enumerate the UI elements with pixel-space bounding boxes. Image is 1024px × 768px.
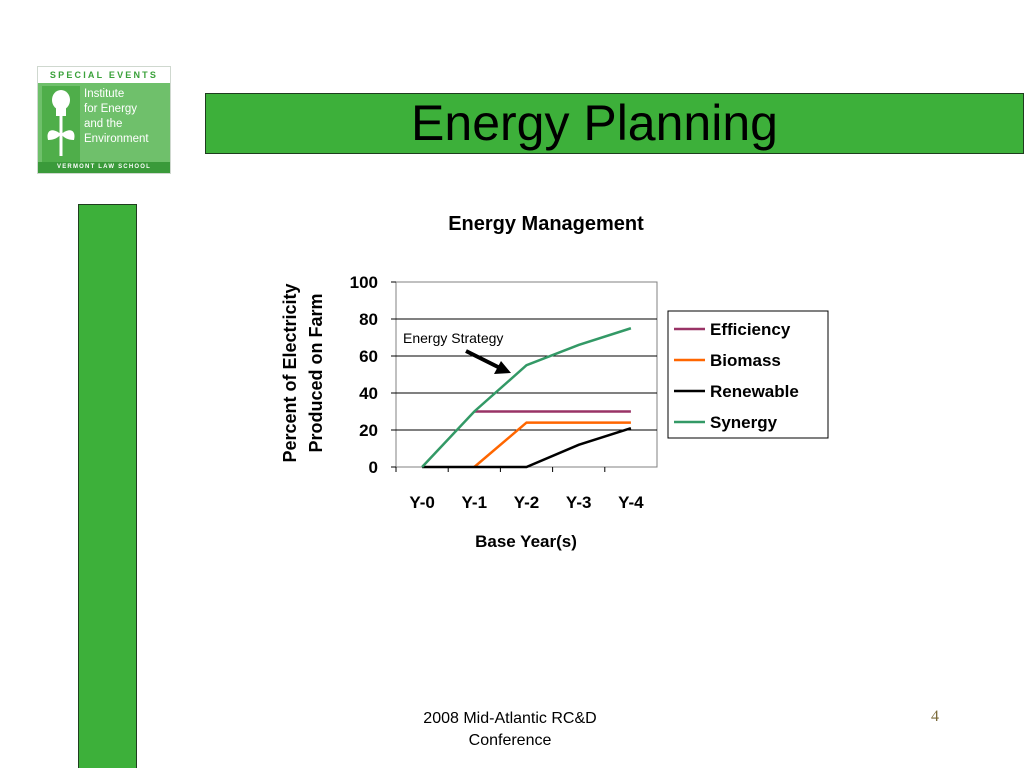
x-tick-label: Y-4 [618,493,644,512]
series-line-biomass [473,421,631,468]
logo-line-1: Institute [84,88,125,100]
page-number: 4 [931,708,939,725]
institute-logo: SPECIAL EVENTS Institute for Energy and … [37,66,171,174]
logo-text: Institute for Energy and the Environment [84,87,170,147]
y-tick-label: 40 [359,384,378,403]
logo-line-2: for Energy [84,103,138,115]
x-axis-label: Base Year(s) [475,532,577,551]
footer: 2008 Mid-Atlantic RC&D Conference [360,708,660,752]
y-tick-label: 60 [359,347,378,366]
side-accent-bar [78,204,137,768]
footer-line-1: 2008 Mid-Atlantic RC&D [423,710,597,727]
annotation-arrow-line [465,349,501,370]
y-tick-label: 80 [359,310,378,329]
annotation: Energy Strategy [403,330,511,374]
title-bar: Energy Planning [205,93,1024,154]
series-line-renewable [422,426,632,469]
x-tick-label: Y-0 [409,493,435,512]
x-tick-label: Y-2 [514,493,540,512]
plot-frame [395,281,658,468]
chart-title: Energy Management [448,213,644,235]
footer-line-2: Conference [468,732,552,749]
y-tick-label: 100 [350,273,378,292]
annotation-text: Energy Strategy [403,330,503,346]
legend-label: Biomass [710,351,781,370]
legend-label: Synergy [710,413,778,432]
series-line-synergy [421,327,632,468]
logo-bottom-text: VERMONT LAW SCHOOL [38,162,170,173]
y-axis-label-line-1: Percent of Electricity [280,283,300,462]
y-tick-label: 0 [369,458,378,477]
logo-top-text: SPECIAL EVENTS [38,67,170,83]
x-tick-label: Y-3 [566,493,592,512]
logo-line-3: and the [84,118,123,130]
annotation-arrow-head [494,361,511,374]
slide-title: Energy Planning [411,95,778,151]
y-tick-label: 20 [359,421,378,440]
lightbulb-plant-icon [42,86,80,163]
legend-box [667,310,829,439]
logo-line-4: Environment [84,133,149,145]
legend-label: Renewable [710,382,799,401]
legend-label: Efficiency [710,320,791,339]
legend: Efficiency Biomass Renewable Synergy [667,310,829,439]
plot-area: 0 20 40 60 80 100 Y-0 Y-1 Y-2 Y-3 Y-4 [350,273,658,512]
x-tick-label: Y-1 [462,493,488,512]
y-axis-label-line-2: Produced on Farm [306,293,326,452]
